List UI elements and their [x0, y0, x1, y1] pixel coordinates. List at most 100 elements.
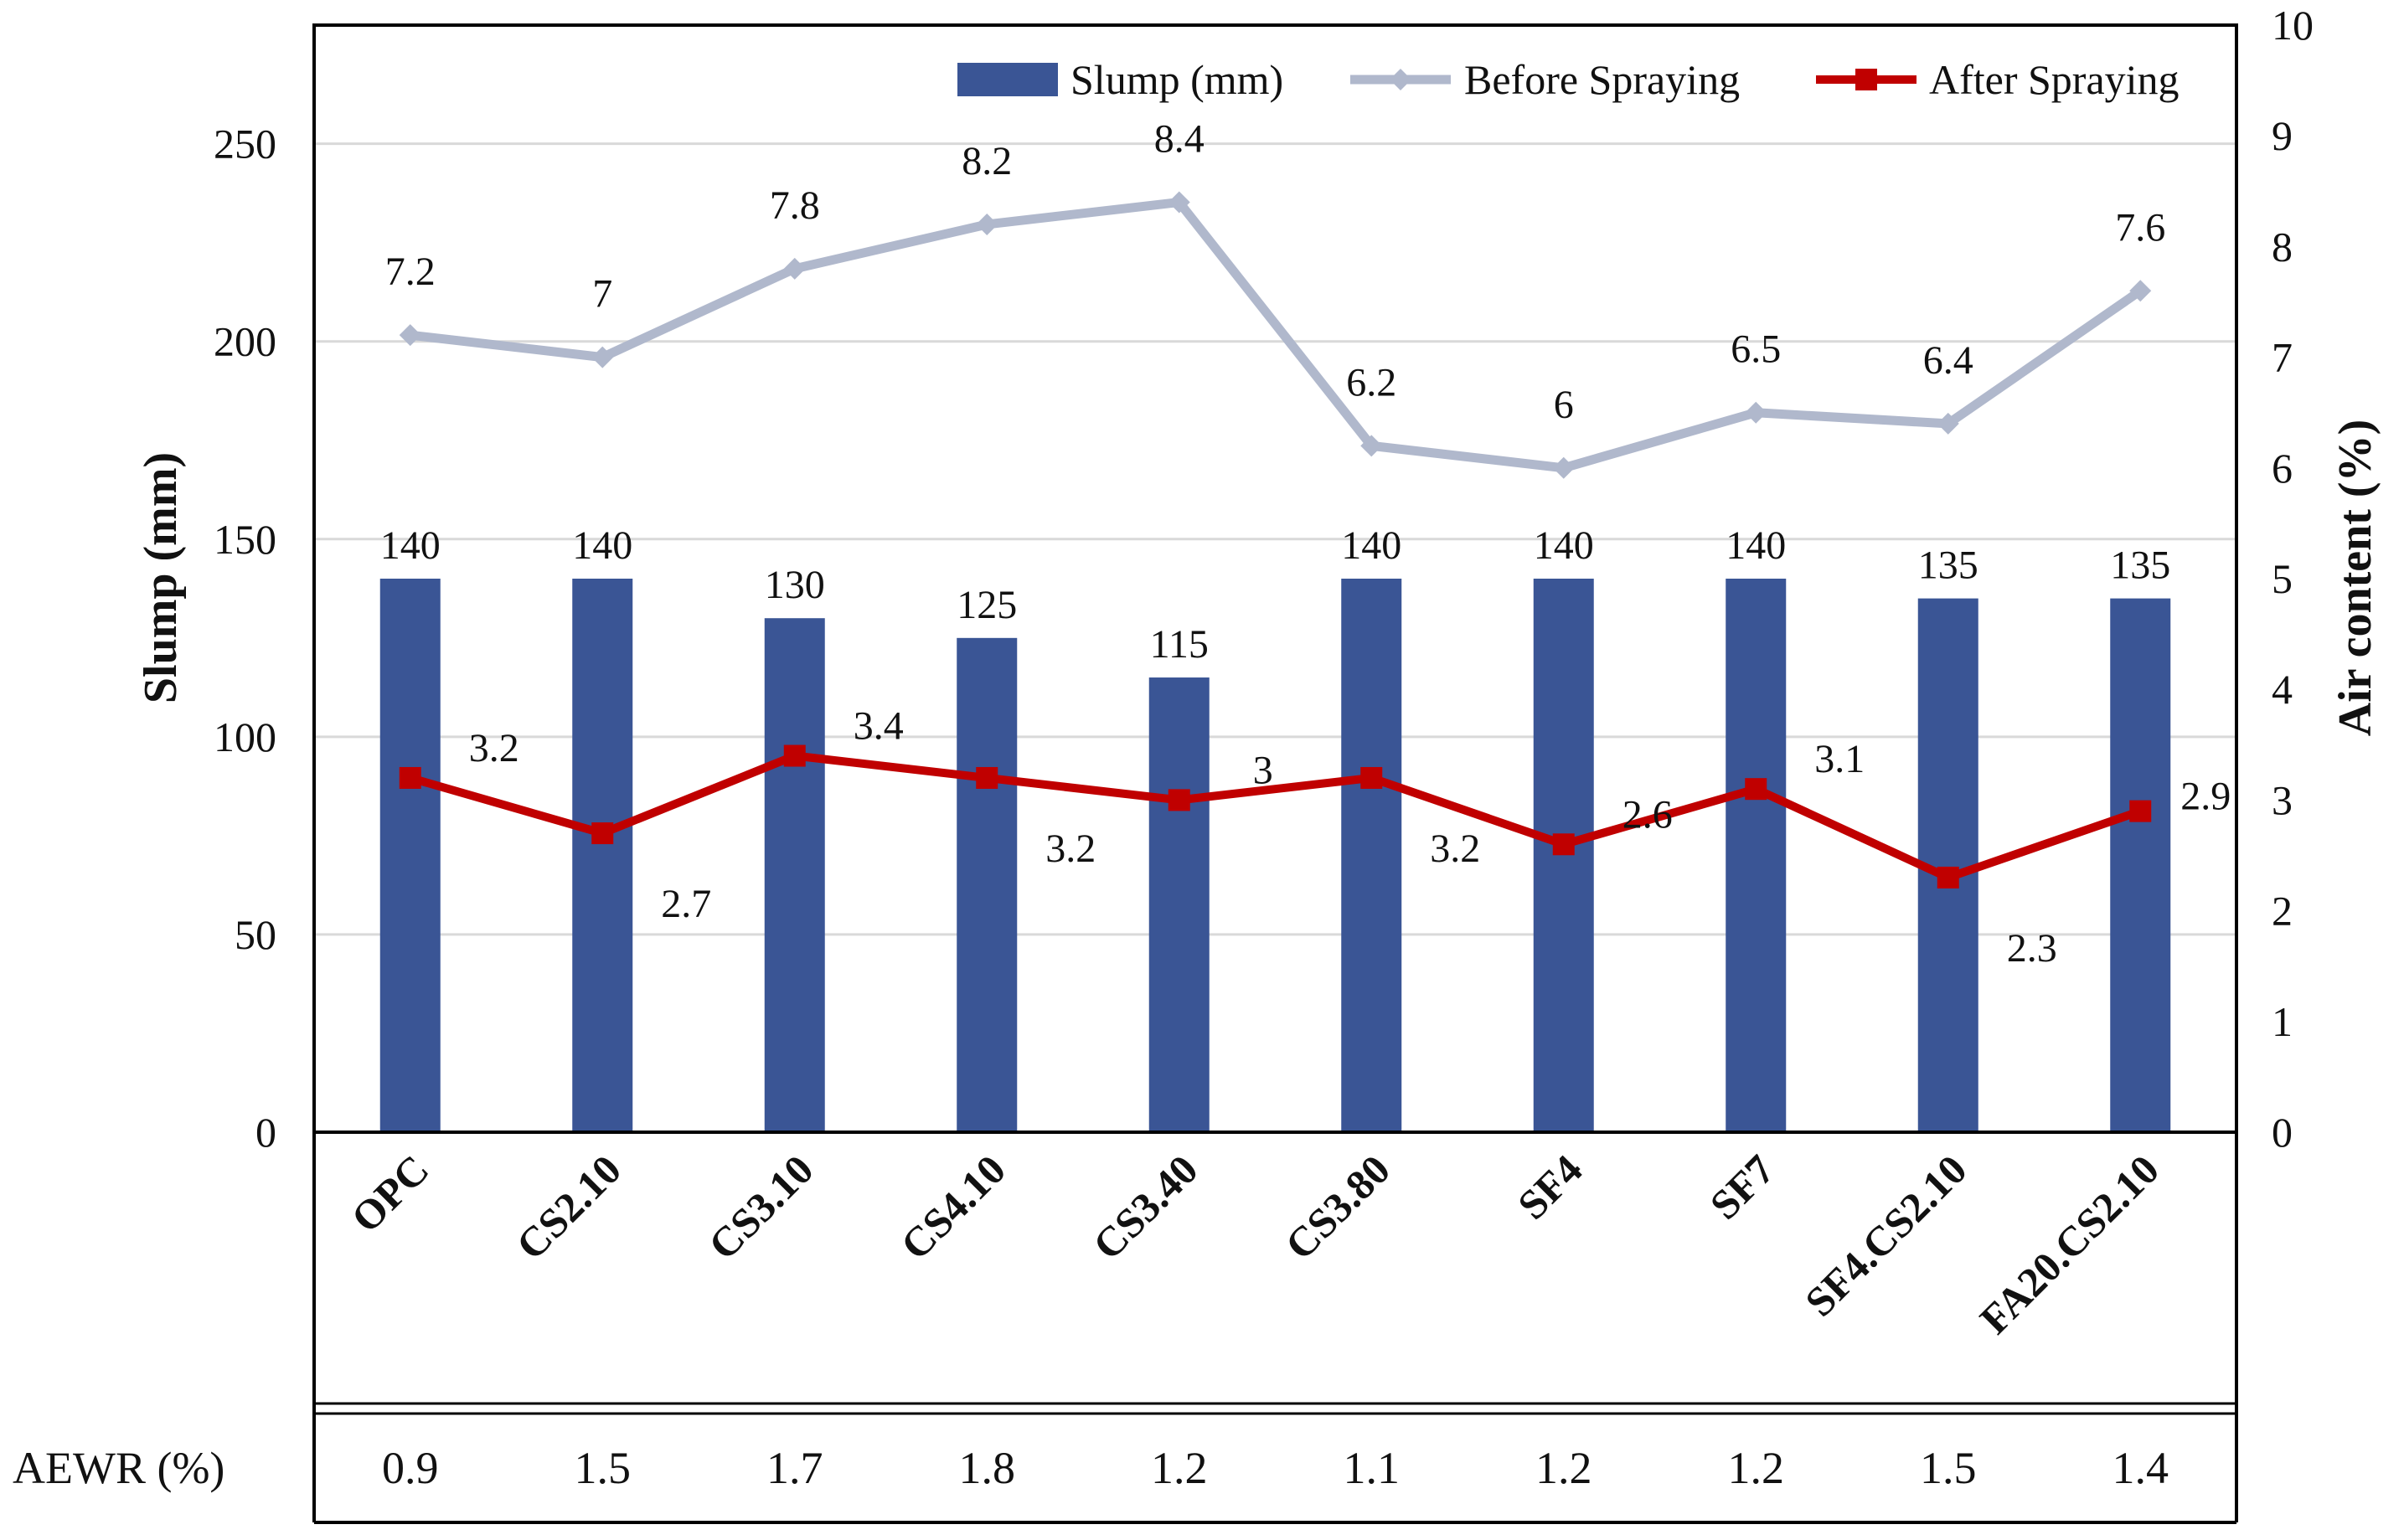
before-spraying-marker: [1360, 435, 1383, 457]
left-tick-label: 50: [235, 911, 276, 958]
slump-bar: [379, 579, 441, 1132]
aewr-value: 1.2: [1535, 1443, 1592, 1493]
slump-bars: [379, 579, 2171, 1132]
legend-marker-after: [1855, 69, 1877, 90]
after-spraying-marker: [1360, 766, 1383, 789]
aewr-value: 1.1: [1344, 1443, 1401, 1493]
slump-bar: [1533, 579, 1594, 1132]
aewr-value: 1.7: [766, 1443, 823, 1493]
slump-bar: [1341, 579, 1402, 1132]
before-spraying-data-label: 7.8: [770, 183, 820, 228]
before-spraying-marker: [976, 213, 998, 235]
after-spraying-data-label: 3.2: [1430, 827, 1480, 871]
after-spraying-marker: [591, 822, 614, 845]
right-tick-label: 1: [2272, 998, 2293, 1045]
right-tick-label: 10: [2272, 2, 2314, 49]
slump-bar: [572, 579, 633, 1132]
legend-label-slump: Slump (mm): [1070, 56, 1283, 103]
before-spraying-marker: [1937, 412, 1959, 435]
left-tick-label: 250: [214, 121, 276, 167]
after-spraying-data-label: 3: [1253, 748, 1273, 792]
slump-bar: [1726, 579, 1787, 1132]
category-label: SF4.CS2.10: [1796, 1146, 1975, 1325]
after-spraying-marker: [1745, 778, 1767, 801]
slump-data-label: 140: [572, 523, 632, 568]
before-spraying-marker: [399, 324, 421, 347]
after-spraying-marker: [783, 744, 806, 767]
before-spraying-marker: [1168, 191, 1190, 214]
after-spraying-data-label: 2.3: [2007, 926, 2057, 971]
left-axis-ticks: 0 50 100 150 200 250: [214, 121, 276, 1156]
right-tick-label: 5: [2272, 555, 2293, 602]
before-spraying-data-label: 7.6: [2115, 205, 2165, 250]
before-spraying-series: 7.2 7 7.8 8.2 8.4 6.2 6 6.5 6.4 7.6: [385, 117, 2165, 479]
after-spraying-marker: [1168, 789, 1190, 811]
after-spraying-marker: [399, 766, 421, 789]
category-label: SF7: [1700, 1146, 1783, 1228]
after-spraying-marker: [1552, 833, 1575, 856]
right-tick-label: 8: [2272, 223, 2293, 270]
right-tick-label: 9: [2272, 112, 2293, 159]
aewr-value: 1.5: [575, 1443, 632, 1493]
slump-data-label: 130: [765, 563, 825, 607]
category-label: SF4: [1509, 1146, 1591, 1228]
after-spraying-marker: [2129, 800, 2152, 822]
legend-swatch-slump: [957, 63, 1058, 96]
category-label: CS2.10: [507, 1146, 630, 1269]
before-spraying-marker: [1552, 456, 1575, 479]
right-tick-label: 0: [2272, 1109, 2293, 1156]
after-spraying-marker: [976, 766, 998, 789]
slump-data-label: 140: [1534, 523, 1594, 568]
aewr-value: 1.2: [1728, 1443, 1785, 1493]
before-spraying-marker: [1745, 401, 1767, 424]
before-spraying-data-label: 6: [1554, 383, 1574, 427]
after-spraying-data-label: 2.9: [2180, 775, 2231, 819]
right-tick-label: 2: [2272, 888, 2293, 935]
left-tick-label: 0: [255, 1109, 276, 1156]
category-label: CS3.40: [1084, 1146, 1207, 1269]
category-label: OPC: [342, 1146, 437, 1241]
after-spraying-data-label: 3.2: [1045, 827, 1096, 871]
slump-data-label: 135: [1918, 543, 1978, 588]
left-tick-label: 200: [214, 318, 276, 365]
category-label: CS4.10: [891, 1146, 1014, 1269]
left-axis-title: Slump (mm): [135, 452, 187, 703]
slump-data-label: 140: [1341, 523, 1401, 568]
before-spraying-marker: [591, 346, 614, 368]
legend-label-before: Before Spraying: [1464, 56, 1740, 103]
after-spraying-data-label: 3.2: [469, 726, 519, 770]
before-spraying-data-label: 7.2: [385, 250, 436, 294]
before-spraying-data-label: 6.2: [1346, 360, 1396, 404]
after-spraying-data-label: 3.4: [854, 704, 904, 749]
before-spraying-marker: [2129, 280, 2152, 302]
aewr-value: 1.8: [959, 1443, 1016, 1493]
before-spraying-marker: [783, 257, 806, 280]
legend-label-after: After Spraying: [1929, 56, 2180, 103]
slump-data-label: 140: [380, 523, 441, 568]
after-spraying-marker: [1937, 866, 1959, 888]
before-spraying-data-label: 7: [592, 272, 612, 317]
before-spraying-data-label: 6.5: [1731, 327, 1781, 372]
slump-data-label: 125: [957, 583, 1017, 627]
plot-border: [312, 23, 2238, 1134]
before-spraying-line: [410, 198, 2143, 473]
after-spraying-data-label: 2.7: [661, 882, 711, 926]
after-spraying-series: 3.2 2.7 3.4 3.2 3 3.2 2.6 3.1 2.3 2.9: [399, 704, 2231, 971]
right-tick-label: 4: [2272, 666, 2293, 713]
aewr-table: AEWR (%) 0.9 1.5 1.7 1.8 1.2 1.1 1.2 1.2 1.5 1.4: [13, 1132, 2238, 1524]
aewr-value: 1.5: [1920, 1443, 1977, 1493]
category-label: FA20.CS2.10: [1971, 1146, 2168, 1342]
after-spraying-line: [409, 751, 2142, 882]
slump-data-label: 135: [2110, 543, 2170, 588]
right-tick-label: 7: [2272, 334, 2293, 381]
before-spraying-data-label: 8.4: [1154, 117, 1205, 162]
after-spraying-data-label: 2.6: [1622, 792, 1673, 837]
slump-bar: [957, 637, 1018, 1132]
after-spraying-data-label: 3.1: [1814, 737, 1865, 781]
slump-bar: [764, 618, 825, 1132]
before-spraying-data-label: 8.2: [962, 139, 1012, 183]
aewr-value: 0.9: [382, 1443, 439, 1493]
legend-marker-before: [1390, 69, 1411, 90]
slump-bar: [2110, 598, 2171, 1132]
